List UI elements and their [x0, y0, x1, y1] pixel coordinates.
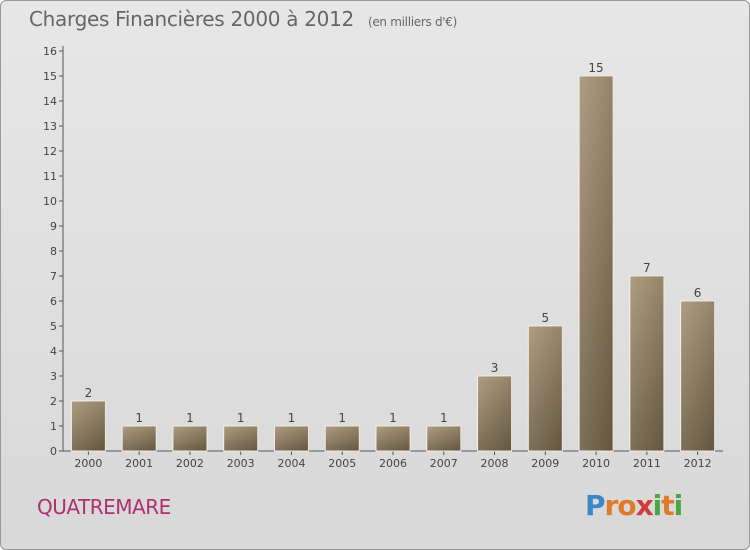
chart-title: Charges Financières 2000 à 2012 (en milli… [29, 7, 457, 31]
x-tick-label: 2009 [531, 457, 559, 470]
bar-shade [528, 326, 563, 451]
x-tick-label: 2004 [277, 457, 305, 470]
bar-value-label: 1 [288, 411, 296, 425]
bar-value-label: 15 [588, 61, 603, 75]
x-tick-label: 2003 [227, 457, 255, 470]
bar-value-label: 2 [85, 386, 93, 400]
logo-letter: t [661, 489, 674, 522]
y-tick-label: 4 [50, 345, 57, 358]
town-name: QUATREMARE [37, 495, 171, 519]
chart-subtitle: (en milliers d'€) [367, 15, 457, 29]
bar-value-label: 1 [186, 411, 194, 425]
bar-value-label: 1 [338, 411, 346, 425]
y-tick-label: 12 [43, 145, 57, 158]
logo-letter: r [604, 489, 619, 522]
logo-letter: P [585, 489, 606, 522]
y-tick-label: 8 [50, 245, 57, 258]
x-tick-label: 2010 [582, 457, 610, 470]
y-tick-label: 0 [50, 445, 57, 458]
bar-value-label: 5 [541, 311, 549, 325]
y-tick-label: 2 [50, 395, 57, 408]
y-tick-label: 10 [43, 195, 57, 208]
y-tick-label: 16 [43, 45, 57, 58]
bar-shade [376, 426, 410, 451]
chart-title-text: Charges Financières 2000 à 2012 [29, 7, 354, 31]
bar-shade [172, 426, 207, 451]
logo-letter: i [673, 489, 684, 522]
bar-value-label: 6 [694, 286, 702, 300]
bar-shade [426, 426, 461, 451]
y-tick-label: 11 [43, 170, 57, 183]
bar-shade [223, 426, 258, 451]
chart-bars: 2 1 1 1 1 1 1 1 3 5 15 7 6 [70, 61, 716, 452]
bar-value-label: 1 [237, 411, 245, 425]
x-tick-label: 2001 [125, 457, 153, 470]
y-tick-label: 7 [50, 270, 57, 283]
x-tick-label: 2012 [684, 457, 712, 470]
bar-value-label: 1 [135, 411, 143, 425]
bar-value-label: 1 [440, 411, 448, 425]
x-tick-label: 2002 [176, 457, 204, 470]
logo-letter: o [617, 489, 636, 522]
bar-shade [122, 426, 157, 451]
bar-value-label: 3 [491, 361, 499, 375]
bar-shade [680, 301, 715, 451]
y-tick-label: 3 [50, 370, 57, 383]
bar-shade [477, 376, 512, 451]
y-tick-label: 6 [50, 295, 57, 308]
bar-value-label: 7 [643, 261, 651, 275]
y-tick-label: 13 [43, 120, 57, 133]
bar-shade [629, 276, 664, 451]
x-tick-label: 2008 [481, 457, 509, 470]
proxiti-logo: Proxiti [585, 489, 684, 522]
bar-shade [325, 426, 360, 451]
x-tick-label: 2011 [633, 457, 661, 470]
bar-value-label: 1 [389, 411, 397, 425]
bar-shade [579, 76, 614, 451]
bar-shade [71, 401, 106, 451]
y-tick-label: 5 [50, 320, 57, 333]
y-tick-label: 9 [50, 220, 57, 233]
x-tick-label: 2006 [379, 457, 407, 470]
x-tick-label: 2000 [74, 457, 102, 470]
x-tick-label: 2005 [328, 457, 356, 470]
logo-letter: i [652, 489, 663, 522]
y-tick-label: 15 [43, 70, 57, 83]
y-tick-label: 14 [43, 95, 57, 108]
bar-shade [274, 426, 309, 451]
x-tick-label: 2007 [430, 457, 458, 470]
y-tick-label: 1 [50, 420, 57, 433]
logo-letter: x [635, 489, 654, 522]
